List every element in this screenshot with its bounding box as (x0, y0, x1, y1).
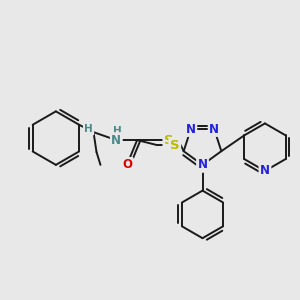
Text: N: N (111, 134, 121, 147)
Text: N: N (197, 158, 208, 171)
Text: N: N (186, 122, 196, 136)
Text: H: H (84, 124, 93, 134)
Text: N: N (260, 164, 270, 178)
Text: O: O (122, 158, 132, 171)
Text: S: S (170, 139, 180, 152)
Text: S: S (164, 134, 174, 147)
Text: N: N (209, 122, 219, 136)
Text: H: H (113, 126, 122, 136)
